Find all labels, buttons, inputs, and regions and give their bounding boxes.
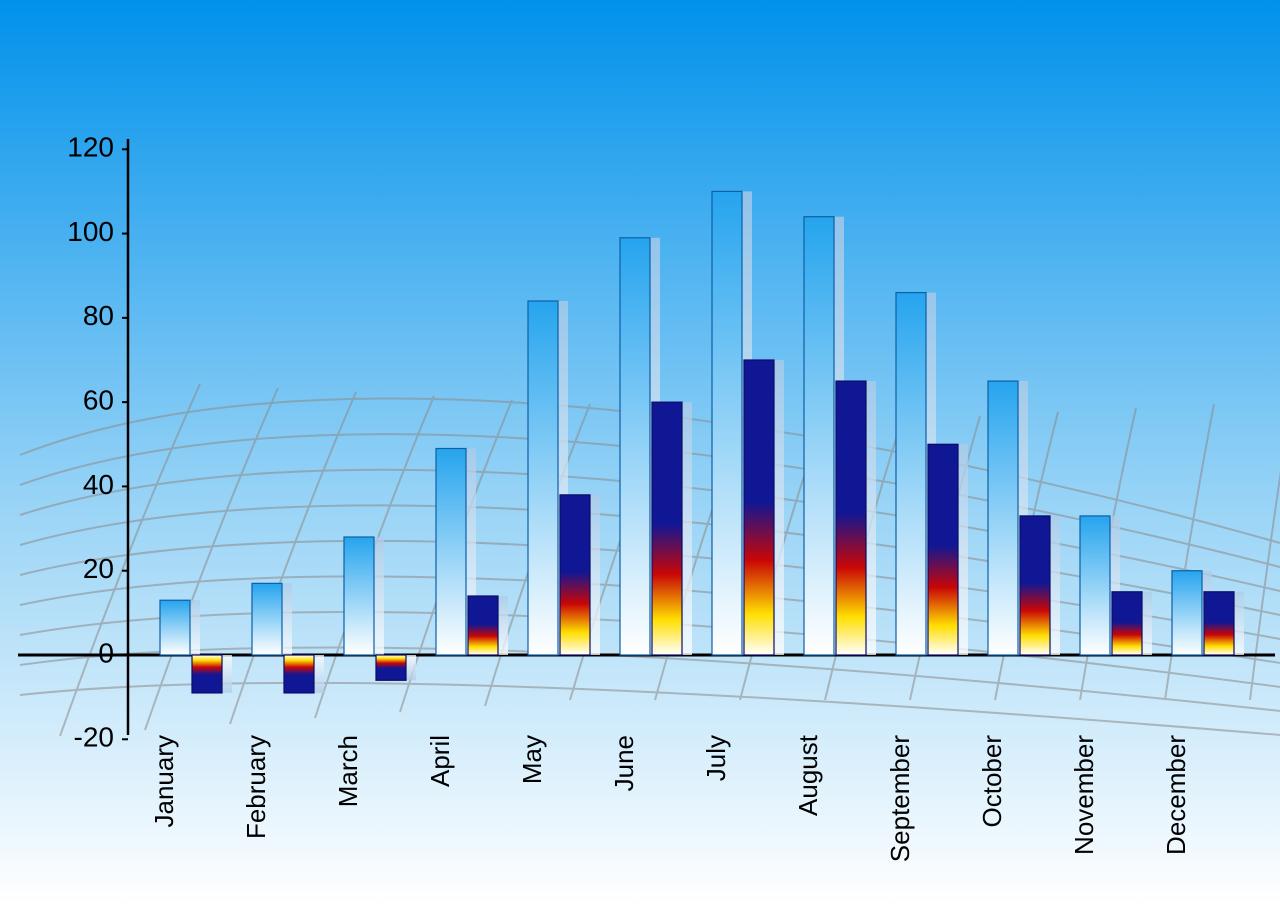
y-tick-label: -20 [74, 722, 114, 753]
bar-series-a [160, 600, 190, 655]
x-tick-label: July [701, 735, 731, 781]
bar-series-a [620, 238, 650, 655]
x-tick-label: March [333, 735, 363, 807]
x-tick-label: December [1161, 735, 1191, 855]
bar-series-a [804, 217, 834, 655]
x-tick-label: September [885, 735, 915, 863]
bar-series-b [1112, 592, 1142, 655]
bar-series-a [252, 583, 282, 655]
bar-series-a [712, 191, 742, 655]
y-tick-label: 120 [67, 132, 114, 163]
x-tick-label: February [241, 735, 271, 839]
bar-series-b [1204, 592, 1234, 655]
y-tick-label: 80 [83, 300, 114, 331]
bar-series-a [988, 381, 1018, 655]
bar-series-b [376, 655, 406, 680]
bar-series-b [468, 596, 498, 655]
bar-series-a [528, 301, 558, 655]
bar-series-b [192, 655, 222, 693]
bar-series-a [344, 537, 374, 655]
bar-series-b [1020, 516, 1050, 655]
y-tick-label: 60 [83, 385, 114, 416]
bar-series-b [652, 402, 682, 655]
x-tick-label: May [517, 735, 547, 784]
chart-container: -20 0 20 40 60 80 100 120 January February March Ap… [0, 0, 1280, 905]
x-tick-label: June [609, 735, 639, 791]
bar-series-b [284, 655, 314, 693]
x-tick-label: January [149, 735, 179, 828]
y-tick-label: 40 [83, 469, 114, 500]
y-tick-label: 0 [98, 637, 114, 668]
x-tick-label: October [977, 735, 1007, 828]
y-tick-label: 100 [67, 216, 114, 247]
x-tick-label: April [425, 735, 455, 787]
bar-series-b [928, 444, 958, 655]
chart-svg: -20 0 20 40 60 80 100 120 January February March Ap… [0, 0, 1280, 905]
x-tick-label: August [793, 734, 823, 816]
bar-series-a [436, 449, 466, 656]
bar-series-b [560, 495, 590, 655]
y-tick-label: 20 [83, 553, 114, 584]
bar-series-b [744, 360, 774, 655]
bar-series-b [836, 381, 866, 655]
x-tick-label: November [1069, 735, 1099, 855]
bar-series-a [1080, 516, 1110, 655]
bar-series-a [1172, 571, 1202, 655]
bar-series-a [896, 293, 926, 655]
